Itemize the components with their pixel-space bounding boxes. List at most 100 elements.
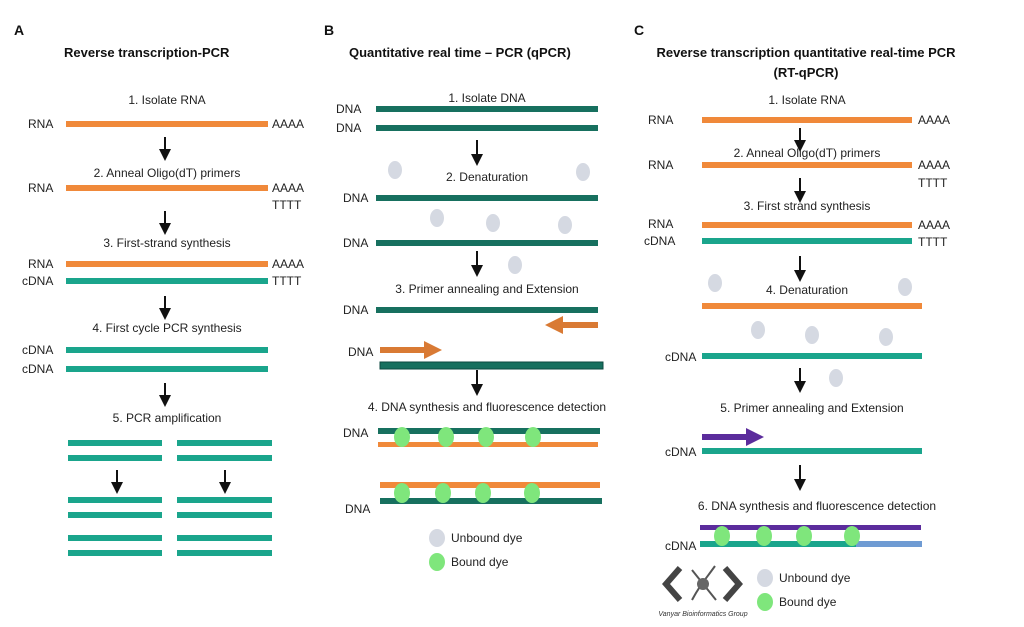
unbound-dye: [508, 256, 522, 274]
step-2: 2. Anneal Oligo(dT) primers: [734, 146, 881, 160]
unbound-dye: [879, 328, 893, 346]
unbound-dye: [576, 163, 590, 181]
vanyar-logo: Vanyar Bioinformatics Group: [658, 565, 748, 618]
panel-c: C Reverse transcription quantitative rea…: [634, 22, 956, 618]
strand-label: cDNA: [665, 350, 696, 364]
polya-label: AAAA: [918, 113, 950, 127]
step-2: 2. Anneal Oligo(dT) primers: [94, 166, 241, 180]
unbound-dye: [708, 274, 722, 292]
unbound-dye: [805, 326, 819, 344]
step-5: 5. PCR amplification: [113, 411, 222, 425]
panel-title: Reverse transcription quantitative real-…: [656, 45, 956, 60]
new-strand: [380, 482, 600, 488]
new-strand: [700, 525, 921, 530]
strand-label: RNA: [648, 113, 673, 127]
strand-label: cDNA: [22, 362, 53, 376]
cdna-strand: [66, 366, 268, 372]
amplified-strands: [68, 440, 272, 556]
strand-label: DNA: [343, 191, 368, 205]
bound-dye-group: [394, 483, 540, 503]
polya-label: AAAA: [272, 117, 304, 131]
legend-unbound: Unbound dye: [779, 571, 851, 585]
bound-dye-group: [394, 427, 541, 447]
rna-strand: [702, 303, 922, 309]
strand-label: DNA: [348, 345, 373, 359]
strand-label: RNA: [28, 117, 53, 131]
strand-label: DNA: [336, 102, 361, 116]
strand-label: cDNA: [22, 274, 53, 288]
step-4: 4. First cycle PCR synthesis: [92, 321, 241, 335]
step-5: 5. Primer annealing and Extension: [720, 401, 903, 415]
polya-label: AAAA: [918, 158, 950, 172]
panel-letter: C: [634, 22, 644, 38]
strand-label: cDNA: [644, 234, 675, 248]
strand-label: cDNA: [665, 539, 696, 553]
cdna-strand: [700, 541, 856, 547]
bound-dye-group: [714, 526, 860, 546]
step-1: 1. Isolate DNA: [448, 91, 525, 105]
step-4: 4. Denaturation: [766, 283, 848, 297]
step-1: 1. Isolate RNA: [768, 93, 845, 107]
primer-arrow: [702, 428, 764, 446]
polyt-label: TTTT: [272, 274, 302, 288]
strand-label: RNA: [28, 181, 53, 195]
forward-primer-arrow: [380, 341, 442, 359]
unbound-dye: [388, 161, 402, 179]
step-3: 3. First strand synthesis: [744, 199, 871, 213]
panel-subtitle: (RT-qPCR): [774, 65, 839, 80]
polyt-label: TTTT: [272, 198, 302, 212]
step-4: 4. DNA synthesis and fluorescence detect…: [368, 400, 606, 414]
rna-strand: [66, 185, 268, 191]
bound-dye-legend-icon: [429, 553, 445, 571]
panel-a: A Reverse transcription-PCR 1. Isolate R…: [14, 22, 304, 556]
polyt-label: TTTT: [918, 176, 948, 190]
legend-unbound: Unbound dye: [451, 531, 523, 545]
unbound-dye-legend-icon: [429, 529, 445, 547]
strand-label: DNA: [343, 303, 368, 317]
cdna-strand: [702, 353, 922, 359]
strand-label: DNA: [336, 121, 361, 135]
unbound-dye: [430, 209, 444, 227]
dna-strand: [376, 125, 598, 131]
panel-title: Quantitative real time – PCR (qPCR): [349, 45, 571, 60]
dna-strand: [376, 106, 598, 112]
step-1: 1. Isolate RNA: [128, 93, 205, 107]
dna-strand: [376, 307, 598, 313]
rna-strand: [702, 222, 912, 228]
step-2: 2. Denaturation: [446, 170, 528, 184]
unbound-dye: [829, 369, 843, 387]
polya-label: AAAA: [918, 218, 950, 232]
polyt-label: TTTT: [918, 235, 948, 249]
polya-label: AAAA: [272, 257, 304, 271]
strand-label: RNA: [648, 158, 673, 172]
strand-label: cDNA: [665, 445, 696, 459]
unbound-dye: [486, 214, 500, 232]
polya-label: AAAA: [272, 181, 304, 195]
dna-strand: [379, 361, 604, 370]
strand-label: DNA: [343, 236, 368, 250]
cdna-strand: [66, 278, 268, 284]
bound-dye-legend-icon: [757, 593, 773, 611]
rna-strand: [66, 121, 268, 127]
cdna-strand: [66, 347, 268, 353]
unbound-dye: [751, 321, 765, 339]
legend-bound: Bound dye: [779, 595, 837, 609]
panel-letter: A: [14, 22, 24, 38]
panel-b: B Quantitative real time – PCR (qPCR) 1.…: [324, 22, 606, 571]
reverse-primer-arrow: [545, 316, 598, 334]
dna-strand: [376, 195, 598, 201]
unbound-dye: [558, 216, 572, 234]
step-3: 3. Primer annealing and Extension: [395, 282, 578, 296]
rna-strand: [702, 117, 912, 123]
unbound-dye-legend-icon: [757, 569, 773, 587]
legend-bound: Bound dye: [451, 555, 509, 569]
rna-strand: [66, 261, 268, 267]
step-6: 6. DNA synthesis and fluorescence detect…: [698, 499, 936, 513]
panel-letter: B: [324, 22, 334, 38]
strand-label: DNA: [345, 502, 370, 516]
strand-label: cDNA: [22, 343, 53, 357]
unsynthesized-strand: [856, 541, 922, 547]
rna-strand: [702, 162, 912, 168]
cdna-strand: [702, 448, 922, 454]
